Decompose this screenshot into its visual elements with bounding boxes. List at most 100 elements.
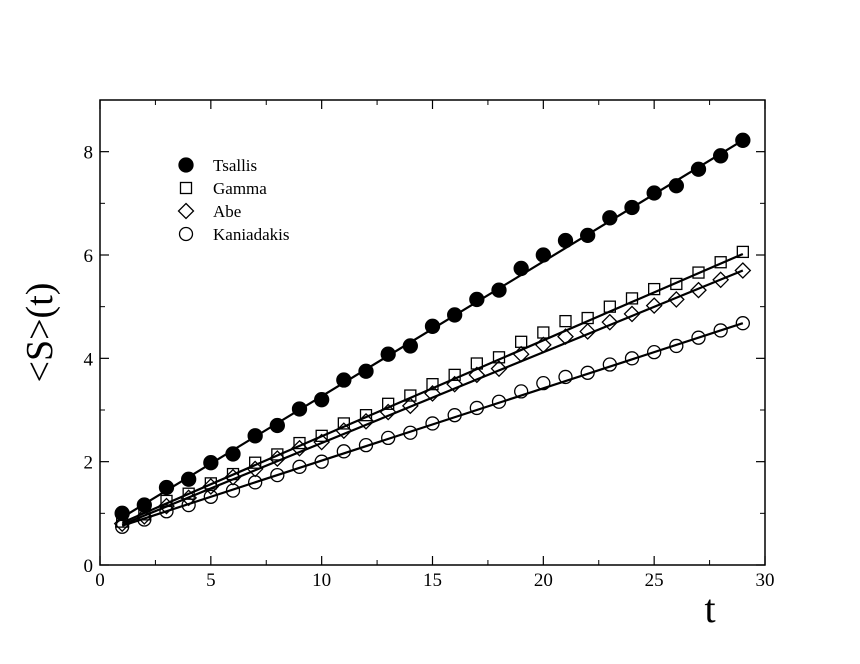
point-kaniadakis bbox=[669, 338, 684, 354]
x-tick-label: 25 bbox=[645, 570, 664, 591]
point-abe bbox=[379, 403, 397, 421]
point-gamma bbox=[470, 357, 483, 370]
legend-marker-gamma bbox=[179, 181, 193, 195]
y-tick-label: 2 bbox=[84, 453, 94, 474]
point-abe bbox=[135, 508, 153, 525]
point-tsallis bbox=[225, 446, 241, 462]
point-tsallis bbox=[203, 455, 219, 471]
y-tick-label: 0 bbox=[84, 556, 94, 577]
x-tick-label: 10 bbox=[312, 570, 331, 591]
point-tsallis bbox=[269, 417, 285, 434]
point-abe bbox=[335, 422, 353, 440]
y-tick-label: 4 bbox=[84, 349, 94, 370]
point-kaniadakis bbox=[602, 357, 617, 372]
point-abe bbox=[579, 323, 597, 340]
point-kaniadakis bbox=[137, 512, 152, 527]
point-tsallis bbox=[336, 372, 352, 388]
point-abe bbox=[468, 366, 486, 384]
point-abe bbox=[202, 478, 220, 495]
point-abe bbox=[180, 489, 198, 507]
point-gamma bbox=[625, 292, 639, 305]
point-gamma bbox=[293, 436, 306, 450]
point-kaniadakis bbox=[624, 351, 640, 366]
x-tick-label: 30 bbox=[756, 570, 775, 591]
x-tick-label: 15 bbox=[423, 570, 442, 591]
point-abe bbox=[534, 336, 552, 354]
point-tsallis bbox=[291, 401, 308, 417]
point-tsallis bbox=[646, 185, 662, 201]
point-tsallis bbox=[602, 210, 618, 226]
point-gamma bbox=[226, 467, 240, 481]
legend-marker-kaniadakis bbox=[178, 226, 194, 242]
point-kaniadakis bbox=[469, 400, 484, 416]
point-gamma bbox=[337, 417, 350, 430]
point-kaniadakis bbox=[647, 344, 662, 360]
point-tsallis bbox=[402, 338, 418, 354]
fit-line-abe bbox=[121, 269, 744, 526]
point-kaniadakis bbox=[735, 316, 750, 331]
point-tsallis bbox=[624, 199, 640, 216]
point-gamma bbox=[271, 448, 284, 461]
point-abe bbox=[690, 281, 707, 299]
point-abe bbox=[645, 297, 663, 315]
point-gamma bbox=[382, 397, 395, 410]
point-gamma bbox=[315, 429, 328, 442]
point-abe bbox=[291, 439, 308, 457]
point-tsallis bbox=[513, 260, 529, 277]
x-tick-label: 20 bbox=[534, 570, 553, 591]
point-kaniadakis bbox=[381, 430, 396, 446]
point-kaniadakis bbox=[536, 375, 551, 391]
point-kaniadakis bbox=[447, 408, 462, 423]
legend-label-gamma: Gamma bbox=[213, 179, 267, 198]
x-tick-label: 5 bbox=[206, 570, 216, 591]
point-gamma bbox=[492, 351, 506, 364]
legend-marker-tsallis bbox=[178, 157, 194, 173]
point-kaniadakis bbox=[314, 454, 329, 469]
point-kaniadakis bbox=[580, 365, 595, 380]
point-abe bbox=[601, 313, 619, 331]
point-gamma bbox=[714, 256, 727, 269]
point-kaniadakis bbox=[358, 437, 374, 453]
point-abe bbox=[712, 271, 730, 289]
point-tsallis bbox=[358, 363, 374, 379]
point-kaniadakis bbox=[691, 330, 706, 345]
point-abe bbox=[490, 360, 508, 378]
point-abe bbox=[734, 262, 752, 279]
point-tsallis bbox=[535, 247, 551, 263]
point-gamma bbox=[515, 335, 528, 348]
point-kaniadakis bbox=[558, 369, 573, 385]
point-kaniadakis bbox=[248, 475, 263, 490]
point-abe bbox=[512, 345, 530, 363]
point-kaniadakis bbox=[491, 394, 507, 409]
point-kaniadakis bbox=[203, 489, 218, 504]
point-abe bbox=[557, 328, 574, 346]
point-abe bbox=[667, 291, 685, 308]
point-gamma bbox=[404, 389, 417, 402]
point-kaniadakis bbox=[713, 323, 728, 338]
x-tick-label: 0 bbox=[95, 570, 105, 591]
point-tsallis bbox=[580, 227, 596, 244]
point-tsallis bbox=[424, 318, 441, 334]
point-abe bbox=[357, 412, 375, 430]
point-gamma bbox=[648, 282, 661, 296]
point-abe bbox=[446, 375, 464, 393]
point-abe bbox=[268, 450, 286, 467]
point-gamma bbox=[692, 266, 705, 279]
point-kaniadakis bbox=[336, 444, 351, 459]
point-tsallis bbox=[380, 346, 396, 362]
point-gamma bbox=[249, 456, 262, 469]
point-kaniadakis bbox=[292, 459, 307, 474]
y-tick-label: 6 bbox=[84, 246, 94, 267]
axis-ticks: 0 5 10 15 20 25 30 0 2 4 6 8 bbox=[84, 99, 775, 591]
point-tsallis bbox=[735, 132, 751, 148]
point-gamma bbox=[359, 409, 373, 422]
point-kaniadakis bbox=[514, 384, 529, 399]
point-kaniadakis bbox=[115, 519, 130, 534]
point-gamma bbox=[736, 245, 749, 259]
point-tsallis bbox=[469, 291, 485, 308]
point-gamma bbox=[160, 494, 173, 508]
fit-line-kaniadakis bbox=[121, 322, 744, 527]
point-kaniadakis bbox=[270, 467, 285, 483]
point-kaniadakis bbox=[181, 497, 196, 513]
point-abe bbox=[158, 497, 175, 515]
